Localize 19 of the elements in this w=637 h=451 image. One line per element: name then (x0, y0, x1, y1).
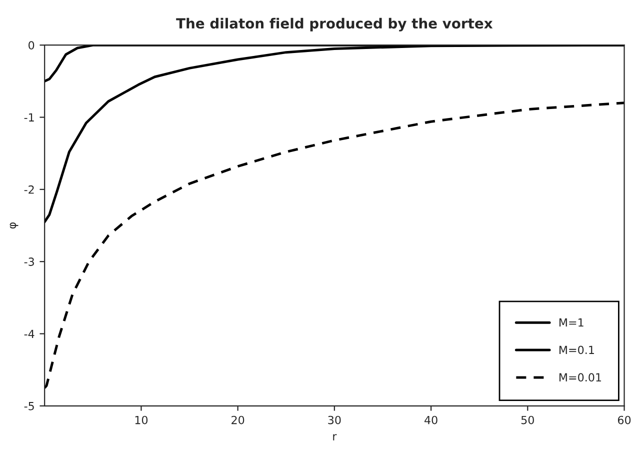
y-tick-label: -4 (24, 330, 34, 338)
y-tick-label: -1 (24, 113, 34, 122)
y-tick-label: -5 (24, 402, 34, 410)
x-tick-label: 60 (618, 416, 631, 424)
y-tick-label: 0 (28, 41, 34, 50)
y-tick-label: -3 (24, 258, 34, 266)
x-tick-label: 30 (328, 416, 341, 424)
y-tick-label: -2 (24, 185, 34, 194)
legend-label: M=1 (559, 318, 584, 327)
legend-label: M=0.01 (559, 373, 602, 382)
x-tick-label: 10 (135, 416, 148, 424)
chart-title: The dilaton field produced by the vortex (176, 18, 493, 32)
x-axis-title: r (333, 434, 337, 440)
legend-label: M=0.1 (559, 346, 594, 354)
x-tick-label: 40 (424, 416, 438, 424)
line-series (44, 102, 624, 390)
x-tick-label: 20 (232, 416, 244, 424)
y-axis-title: φ (10, 222, 18, 229)
x-tick-label: 50 (521, 416, 534, 424)
